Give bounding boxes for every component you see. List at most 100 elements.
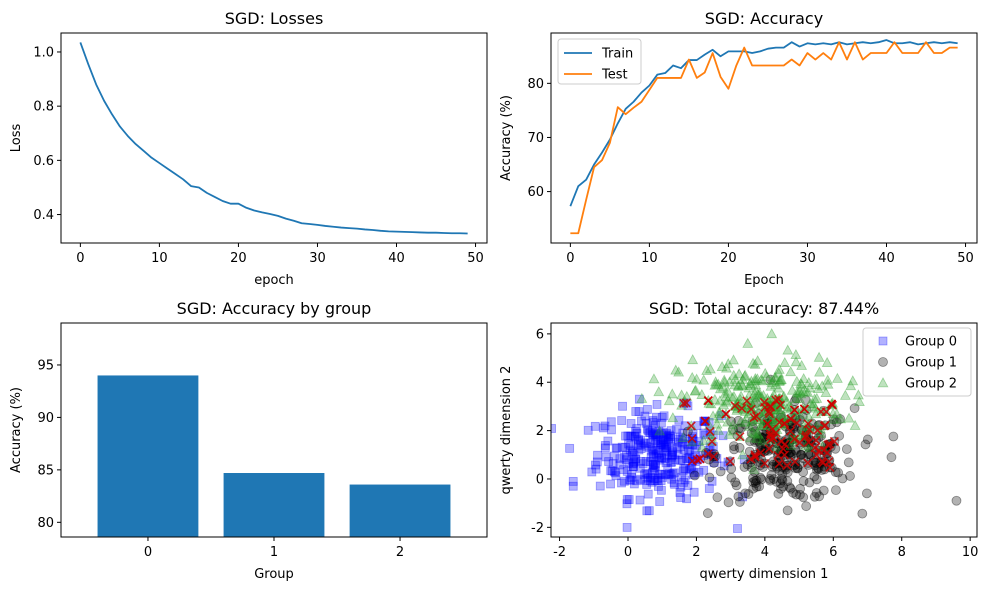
point-group-1: [951, 495, 962, 506]
point-group-0: [660, 454, 670, 464]
point-group-2: [746, 426, 758, 437]
point-group-0: [610, 451, 619, 461]
legend-label-2: Group 2: [905, 377, 957, 392]
error-marker: [774, 417, 785, 427]
y-tick-label-1: 80: [527, 77, 544, 92]
point-group-1: [726, 472, 737, 483]
point-group-2: [745, 379, 757, 390]
point-group-2: [666, 388, 678, 399]
point-group-0: [644, 506, 654, 516]
x-tick-label-0: 0: [76, 251, 84, 266]
point-group-2: [790, 393, 802, 404]
point-group-1: [743, 489, 754, 499]
legend-label-1: Group 1: [905, 356, 957, 371]
point-group-0: [626, 419, 636, 428]
point-group-0: [617, 442, 627, 452]
point-group-0: [606, 417, 616, 427]
point-group-0: [617, 478, 626, 488]
point-group-0: [648, 417, 658, 427]
chart-0: 0 10 20 30 40 50 0.4 0.6 0.8 1.0 SGD: Losses epoch L…: [9, 9, 488, 288]
point-group-1: [760, 445, 771, 456]
point-group-2: [755, 391, 767, 402]
error-marker: [782, 460, 792, 471]
point-group-0: [673, 450, 683, 460]
error-marker: [790, 457, 800, 467]
point-group-2: [722, 358, 734, 369]
point-group-1: [818, 485, 829, 496]
point-group-1: [766, 470, 777, 480]
point-group-1: [801, 501, 812, 512]
point-group-2: [691, 373, 703, 384]
axes-frame-0: [60, 32, 488, 244]
error-marker: [721, 409, 731, 419]
point-group-0: [634, 407, 644, 417]
point-group-0: [699, 416, 709, 426]
x-tick-label-1: 20: [720, 251, 737, 266]
point-group-0: [658, 473, 667, 482]
point-group-2: [712, 378, 724, 389]
point-group-0: [595, 481, 605, 491]
bar-2: [349, 484, 451, 537]
point-group-0: [650, 436, 660, 445]
point-group-1: [748, 477, 759, 488]
y-tick-label-3: 2: [536, 424, 544, 439]
point-group-2: [727, 419, 739, 430]
point-group-0: [610, 468, 620, 478]
point-group-0: [640, 439, 650, 448]
point-group-2: [698, 374, 710, 385]
point-group-0: [646, 472, 656, 482]
point-group-0: [653, 445, 663, 455]
point-group-0: [600, 441, 610, 450]
point-group-0: [638, 459, 648, 469]
point-group-0: [634, 394, 644, 404]
point-group-1: [843, 457, 854, 468]
point-group-2: [713, 406, 725, 417]
point-group-0: [652, 450, 661, 460]
point-group-2: [852, 389, 864, 400]
point-group-1: [794, 459, 805, 470]
point-group-1: [755, 460, 766, 471]
error-marker: [804, 437, 814, 447]
point-group-2: [739, 416, 750, 427]
point-group-0: [632, 424, 642, 433]
y-axis-label-3: qwerty dimension 2: [499, 366, 514, 495]
point-group-0: [679, 477, 689, 487]
point-group-2: [811, 392, 823, 403]
point-group-2: [726, 391, 738, 403]
point-group-2: [729, 373, 741, 384]
point-group-0: [666, 458, 676, 467]
point-group-0: [630, 431, 640, 441]
point-group-0: [636, 456, 646, 466]
point-group-1: [782, 467, 793, 478]
point-group-1: [735, 423, 746, 434]
point-group-0: [672, 443, 682, 453]
point-group-2: [728, 369, 740, 380]
point-group-1: [860, 439, 871, 450]
y-tick-label-3: 6: [536, 327, 544, 342]
point-group-0: [667, 451, 677, 461]
point-group-2: [774, 375, 786, 386]
point-group-2: [781, 395, 793, 406]
point-group-2: [717, 381, 729, 392]
point-group-1: [783, 441, 794, 452]
point-group-0: [624, 458, 634, 468]
point-group-0: [688, 470, 698, 480]
point-group-1: [753, 435, 764, 446]
point-group-0: [680, 475, 690, 485]
x-tick-label-3: 6: [829, 545, 837, 560]
point-group-2: [736, 379, 748, 390]
point-group-2: [748, 463, 760, 474]
point-group-0: [631, 454, 641, 464]
point-group-2: [737, 449, 749, 460]
point-group-2: [690, 384, 702, 395]
point-group-0: [668, 469, 678, 478]
point-group-2: [765, 374, 777, 385]
point-group-0: [650, 429, 660, 439]
point-group-1: [749, 467, 760, 477]
point-group-1: [754, 481, 765, 492]
axes-frame-3: [550, 322, 978, 538]
point-group-2: [749, 392, 761, 403]
error-marker: [746, 404, 756, 414]
point-group-2: [757, 389, 769, 400]
error-marker: [817, 456, 827, 466]
